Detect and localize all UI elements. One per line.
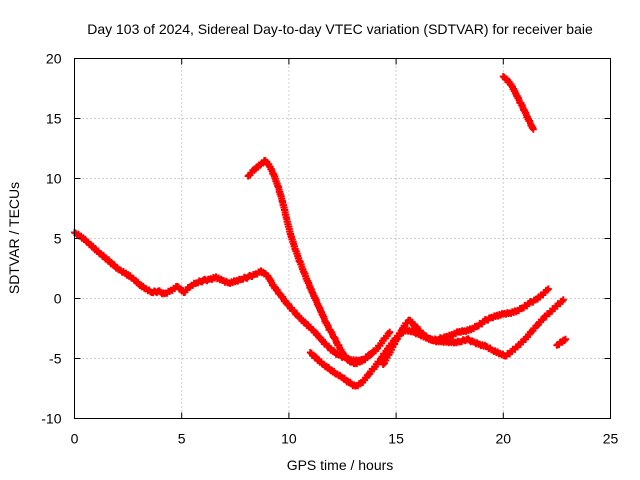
y-tick-label: 5	[54, 231, 62, 247]
series-trace-markers	[245, 157, 375, 368]
y-tick-label: 20	[46, 51, 62, 67]
y-tick-label: 15	[46, 111, 62, 127]
chart-title: Day 103 of 2024, Sidereal Day-to-day VTE…	[87, 21, 593, 37]
series-trace-1	[71, 229, 394, 365]
x-tick-label: 15	[388, 431, 404, 447]
grid-lines	[74, 58, 611, 419]
series-trace-4	[379, 296, 567, 368]
x-axis-label: GPS time / hours	[287, 457, 394, 473]
y-tick-label: 10	[46, 171, 62, 187]
y-tick-label: -5	[49, 351, 62, 367]
x-tick-label: 10	[281, 431, 297, 447]
data-points	[71, 73, 569, 390]
series-trace-5	[499, 73, 537, 133]
y-tick-label: -10	[41, 411, 61, 427]
series-trace-markers	[554, 336, 568, 349]
series-trace-markers	[500, 73, 537, 132]
series-trace-2	[244, 157, 376, 368]
y-axis-label: SDTVAR / TECUs	[6, 182, 22, 294]
y-tick-label: 0	[54, 291, 62, 307]
x-tick-label: 20	[496, 431, 512, 447]
x-tick-label: 0	[71, 431, 79, 447]
axis-ticks: 0 5 10 15 20 25 -10 -5 0 5 10 15 20	[41, 51, 618, 447]
x-tick-label: 25	[603, 431, 619, 447]
series-trace-markers	[72, 229, 393, 365]
series-trace-3	[306, 285, 552, 390]
x-tick-label: 5	[178, 431, 186, 447]
series-trace-markers	[380, 297, 566, 367]
series-trace-6	[553, 335, 569, 349]
